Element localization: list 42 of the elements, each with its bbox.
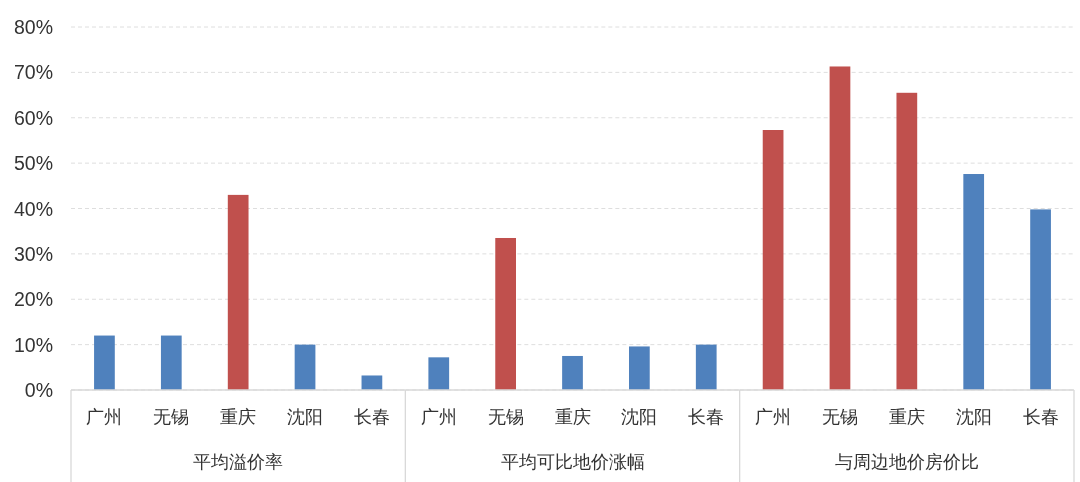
x-tick-label: 广州 [420, 407, 457, 427]
x-axis-title: 平均可比地价涨幅 [500, 452, 645, 472]
x-tick-label: 广州 [755, 407, 792, 427]
x-tick-label: 长春 [353, 407, 390, 427]
x-tick-label: 沈阳 [621, 407, 658, 427]
bar [495, 237, 516, 390]
x-axis-title: 平均溢价率 [193, 452, 284, 472]
bar [361, 375, 383, 390]
y-tick-label: 40% [13, 197, 53, 220]
bar [294, 344, 316, 390]
bar [963, 174, 985, 390]
x-tick-label: 无锡 [821, 407, 858, 427]
x-tick-label: 无锡 [153, 407, 190, 427]
bar [629, 346, 650, 390]
y-tick-label: 20% [13, 288, 53, 311]
x-tick-label: 重庆 [220, 407, 257, 427]
x-tick-label: 长春 [688, 407, 725, 427]
x-tick-label: 沈阳 [287, 407, 324, 427]
bar [762, 130, 784, 390]
bar [695, 344, 717, 390]
y-tick-label: 50% [13, 152, 53, 175]
bar [1030, 209, 1051, 390]
y-tick-label: 0% [24, 379, 53, 401]
bar [428, 357, 450, 390]
bar [896, 92, 918, 390]
bar [562, 355, 583, 390]
x-tick-label: 重庆 [554, 407, 591, 427]
y-tick-label: 30% [13, 242, 53, 265]
bar [227, 194, 249, 390]
y-tick-label: 60% [13, 106, 53, 129]
y-tick-label: 70% [13, 61, 53, 84]
x-tick-label: 长春 [1022, 407, 1059, 427]
bar [94, 335, 115, 390]
x-tick-label: 重庆 [888, 407, 925, 427]
x-tick-label: 沈阳 [955, 407, 992, 427]
x-tick-label: 无锡 [487, 407, 524, 427]
x-tick-label: 广州 [86, 407, 123, 427]
bar [829, 66, 851, 390]
y-tick-label: 80% [13, 16, 53, 38]
bar [160, 335, 182, 390]
y-tick-label: 10% [13, 333, 53, 356]
x-axis-title: 与周边地价房价比 [834, 452, 979, 472]
